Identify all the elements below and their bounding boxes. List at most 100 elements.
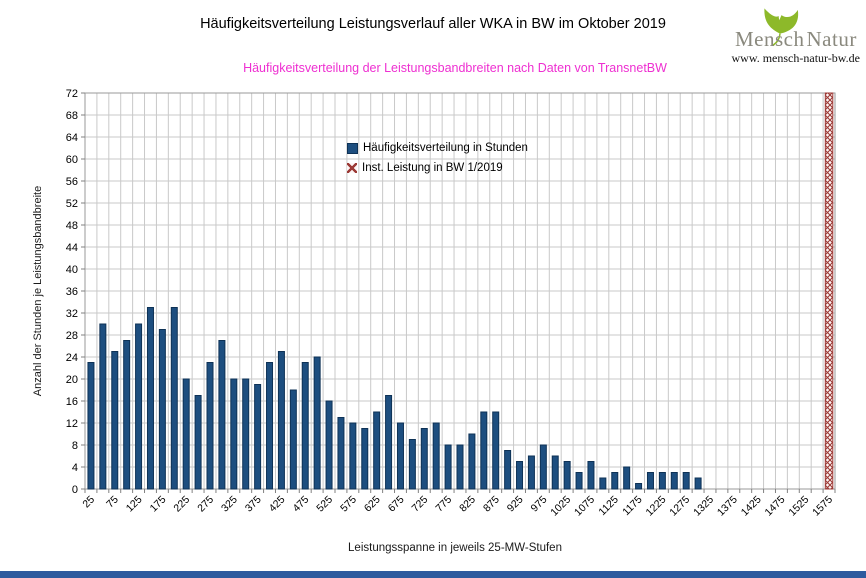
y-tick-label: 28 xyxy=(66,330,78,342)
frequency-bar xyxy=(135,323,143,490)
frequency-bar xyxy=(206,362,214,490)
frequency-bar xyxy=(170,307,178,490)
frequency-bar xyxy=(123,340,131,490)
frequency-bar xyxy=(146,307,154,490)
frequency-bar xyxy=(670,472,678,490)
frequency-bar xyxy=(480,411,488,490)
x-tick-label: 1025 xyxy=(548,494,573,519)
installed-power-bar xyxy=(824,92,834,490)
frequency-bar xyxy=(635,483,643,490)
frequency-bar xyxy=(492,411,500,490)
logo-url: www. mensch-natur-bw.de xyxy=(731,51,861,65)
frequency-bar xyxy=(218,340,226,490)
legend-label-installed-power: Inst. Leistung in BW 1/2019 xyxy=(362,162,503,174)
y-tick-label: 40 xyxy=(66,264,78,276)
x-tick-label: 825 xyxy=(457,494,478,515)
frequency-bar xyxy=(623,466,631,490)
y-tick-label: 44 xyxy=(66,242,78,254)
x-tick-label: 1425 xyxy=(739,494,764,519)
x-tick-label: 1475 xyxy=(763,494,788,519)
frequency-bar xyxy=(563,461,571,490)
frequency-bar xyxy=(277,351,285,490)
y-tick-label: 56 xyxy=(66,176,78,188)
frequency-bar xyxy=(289,389,297,490)
frequency-bar xyxy=(575,472,583,490)
x-tick-label: 25 xyxy=(80,494,97,511)
x-tick-label: 225 xyxy=(171,494,192,515)
frequency-bar xyxy=(587,461,595,490)
frequency-bar xyxy=(158,329,166,490)
x-tick-label: 575 xyxy=(338,494,359,515)
x-tick-label: 425 xyxy=(267,494,288,515)
frequency-bar xyxy=(444,444,452,490)
frequency-bar xyxy=(111,351,119,490)
x-tick-label: 1225 xyxy=(643,494,668,519)
x-tick-label: 475 xyxy=(290,494,311,515)
x-tick-label: 675 xyxy=(386,494,407,515)
frequency-bar xyxy=(611,472,619,490)
frequency-bar xyxy=(408,439,416,490)
legend: Häufigkeitsverteilung in Stunden Inst. L… xyxy=(347,138,528,178)
x-tick-label: 1575 xyxy=(810,494,835,519)
frequency-bar xyxy=(456,444,464,490)
frequency-bar xyxy=(242,378,250,490)
y-tick-label: 72 xyxy=(66,88,78,100)
y-tick-label: 8 xyxy=(72,440,78,452)
y-tick-label: 16 xyxy=(66,396,78,408)
frequency-bar xyxy=(254,384,262,490)
x-tick-label: 325 xyxy=(219,494,240,515)
x-tick-label: 725 xyxy=(410,494,431,515)
frequency-bar xyxy=(325,400,333,490)
y-tick-label: 36 xyxy=(66,286,78,298)
frequency-bar xyxy=(385,395,393,490)
chart-subtitle: Häufigkeitsverteilung der Leistungsbandb… xyxy=(243,61,667,75)
frequency-bar xyxy=(420,428,428,490)
y-tick-label: 0 xyxy=(72,484,78,496)
frequency-bar xyxy=(539,444,547,490)
frequency-bar xyxy=(266,362,274,490)
frequency-bar xyxy=(87,362,95,490)
y-tick-label: 20 xyxy=(66,374,78,386)
x-tick-label: 525 xyxy=(314,494,335,515)
x-tick-label: 175 xyxy=(148,494,169,515)
y-tick-label: 60 xyxy=(66,154,78,166)
frequency-bar xyxy=(194,395,202,490)
frequency-bar xyxy=(504,450,512,490)
y-tick-label: 68 xyxy=(66,110,78,122)
footer-accent-bar xyxy=(0,571,866,578)
legend-label-frequency: Häufigkeitsverteilung in Stunden xyxy=(363,142,528,154)
frequency-bar xyxy=(468,433,476,490)
frequency-bar xyxy=(694,477,702,490)
legend-item-frequency: Häufigkeitsverteilung in Stunden xyxy=(347,138,528,158)
frequency-bar xyxy=(646,472,654,490)
logo-brand: MenschNatur xyxy=(735,27,857,52)
frequency-bar xyxy=(349,422,357,490)
y-tick-label: 12 xyxy=(66,418,78,430)
frequency-bar xyxy=(432,422,440,490)
x-tick-label: 75 xyxy=(104,494,121,511)
frequency-bar xyxy=(313,356,321,490)
y-tick-label: 64 xyxy=(66,132,78,144)
brand-mensch: Mensch xyxy=(735,27,805,51)
x-tick-label: 1175 xyxy=(620,494,645,519)
y-tick-label: 4 xyxy=(72,462,78,474)
y-tick-label: 48 xyxy=(66,220,78,232)
y-tick-label: 32 xyxy=(66,308,78,320)
y-tick-label: 24 xyxy=(66,352,78,364)
frequency-bar xyxy=(301,362,309,490)
brand-natur: Natur xyxy=(806,27,857,51)
frequency-bar xyxy=(182,378,190,490)
x-tick-label: 1125 xyxy=(596,494,621,519)
x-tick-label: 275 xyxy=(195,494,216,515)
chart-title: Häufigkeitsverteilung Leistungsverlauf a… xyxy=(200,16,666,32)
x-tick-label: 1075 xyxy=(572,494,597,519)
frequency-bar xyxy=(551,455,559,490)
y-axis-title: Anzahl der Stunden je Leistungsbandbreit… xyxy=(32,185,44,397)
frequency-bar xyxy=(230,378,238,490)
legend-swatch-frequency-icon xyxy=(347,142,358,154)
frequency-bar xyxy=(527,455,535,490)
frequency-bar xyxy=(658,472,666,490)
x-tick-label: 1325 xyxy=(691,494,716,519)
frequency-bar xyxy=(373,411,381,490)
